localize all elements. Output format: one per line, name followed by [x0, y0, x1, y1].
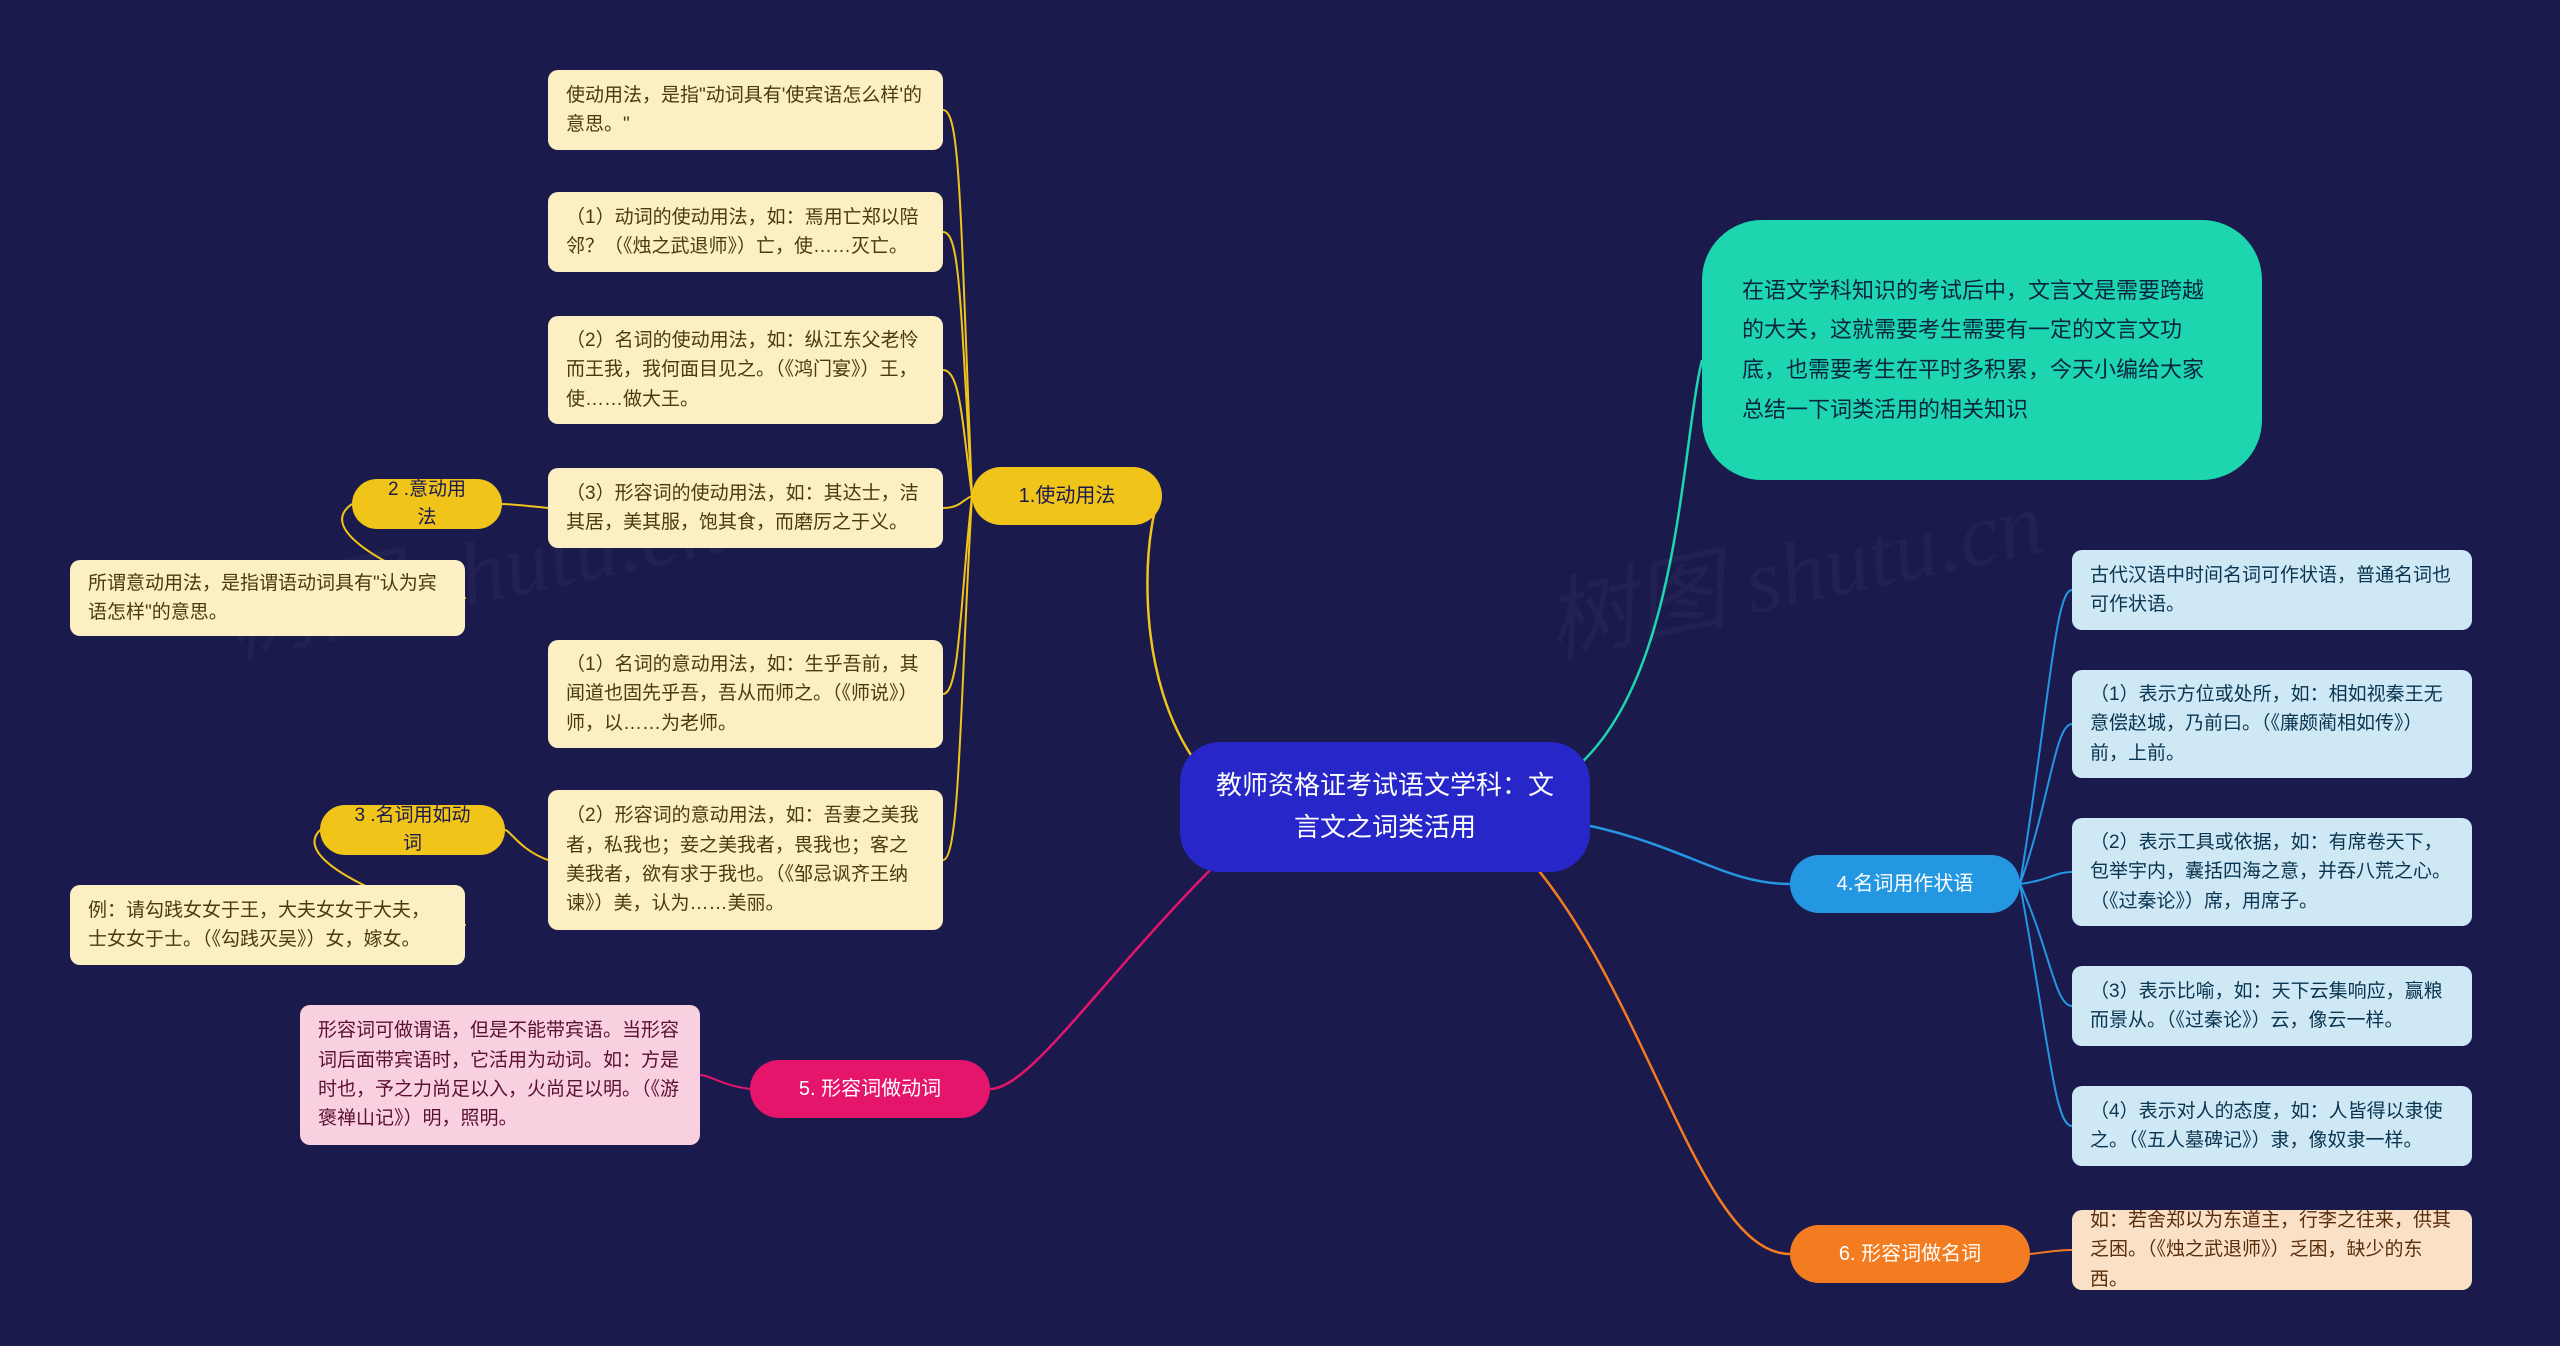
b1-leaf-4[interactable]: （1）名词的意动用法，如：生乎吾前，其闻道也固先乎吾，吾从而师之。（《师说》）师… [548, 640, 943, 748]
center-node[interactable]: 教师资格证考试语文学科：文言文之词类活用 [1180, 742, 1590, 872]
b4-leaf-4[interactable]: （4）表示对人的态度，如：人皆得以隶使之。（《五人墓碑记》）隶，像奴隶一样。 [2072, 1086, 2472, 1166]
branch-3[interactable]: 3 .名词用如动词 [320, 805, 505, 855]
b4-leaf-3[interactable]: （3）表示比喻，如：天下云集响应，赢粮而景从。（《过秦论》）云，像云一样。 [2072, 966, 2472, 1046]
b2-leaf[interactable]: 所谓意动用法，是指谓语动词具有"认为宾语怎样"的意思。 [70, 560, 465, 636]
branch-4[interactable]: 4.名词用作状语 [1790, 855, 2020, 913]
b1-leaf-1[interactable]: （1）动词的使动用法，如：焉用亡郑以陪邻？（《烛之武退师》）亡，使……灭亡。 [548, 192, 943, 272]
b3-leaf[interactable]: 例：请勾践女女于王，大夫女女于大夫，士女女于士。（《勾践灭吴》）女，嫁女。 [70, 885, 465, 965]
intro-node[interactable]: 在语文学科知识的考试后中，文言文是需要跨越的大关，这就需要考生需要有一定的文言文… [1702, 220, 2262, 480]
b1-leaf-2[interactable]: （2）名词的使动用法，如：纵江东父老怜而王我，我何面目见之。（《鸿门宴》）王，使… [548, 316, 943, 424]
branch-5[interactable]: 5. 形容词做动词 [750, 1060, 990, 1118]
b4-leaf-1[interactable]: （1）表示方位或处所，如：相如视秦王无意偿赵城，乃前曰。（《廉颇蔺相如传》）前，… [2072, 670, 2472, 778]
b1-leaf-3[interactable]: （3）形容词的使动用法，如：其达士，洁其居，美其服，饱其食，而磨厉之于义。 [548, 468, 943, 548]
branch-2[interactable]: 2 .意动用法 [352, 479, 502, 529]
b1-leaf-0[interactable]: 使动用法，是指"动词具有'使宾语怎么样'的意思。" [548, 70, 943, 150]
b1-leaf-5[interactable]: （2）形容词的意动用法，如：吾妻之美我者，私我也；妾之美我者，畏我也；客之美我者… [548, 790, 943, 930]
branch-6[interactable]: 6. 形容词做名词 [1790, 1225, 2030, 1283]
branch-1[interactable]: 1.使动用法 [972, 467, 1162, 525]
b6-leaf-0[interactable]: 如：若舍郑以为东道主，行李之往来，供其乏困。（《烛之武退师》）乏困，缺少的东西。 [2072, 1210, 2472, 1290]
b5-leaf-0[interactable]: 形容词可做谓语，但是不能带宾语。当形容词后面带宾语时，它活用为动词。如：方是时也… [300, 1005, 700, 1145]
watermark: 树图 shutu.cn [1532, 449, 2053, 681]
b4-leaf-0[interactable]: 古代汉语中时间名词可作状语，普通名词也可作状语。 [2072, 550, 2472, 630]
b4-leaf-2[interactable]: （2）表示工具或依据，如：有席卷天下，包举宇内，囊括四海之意，并吞八荒之心。（《… [2072, 818, 2472, 926]
